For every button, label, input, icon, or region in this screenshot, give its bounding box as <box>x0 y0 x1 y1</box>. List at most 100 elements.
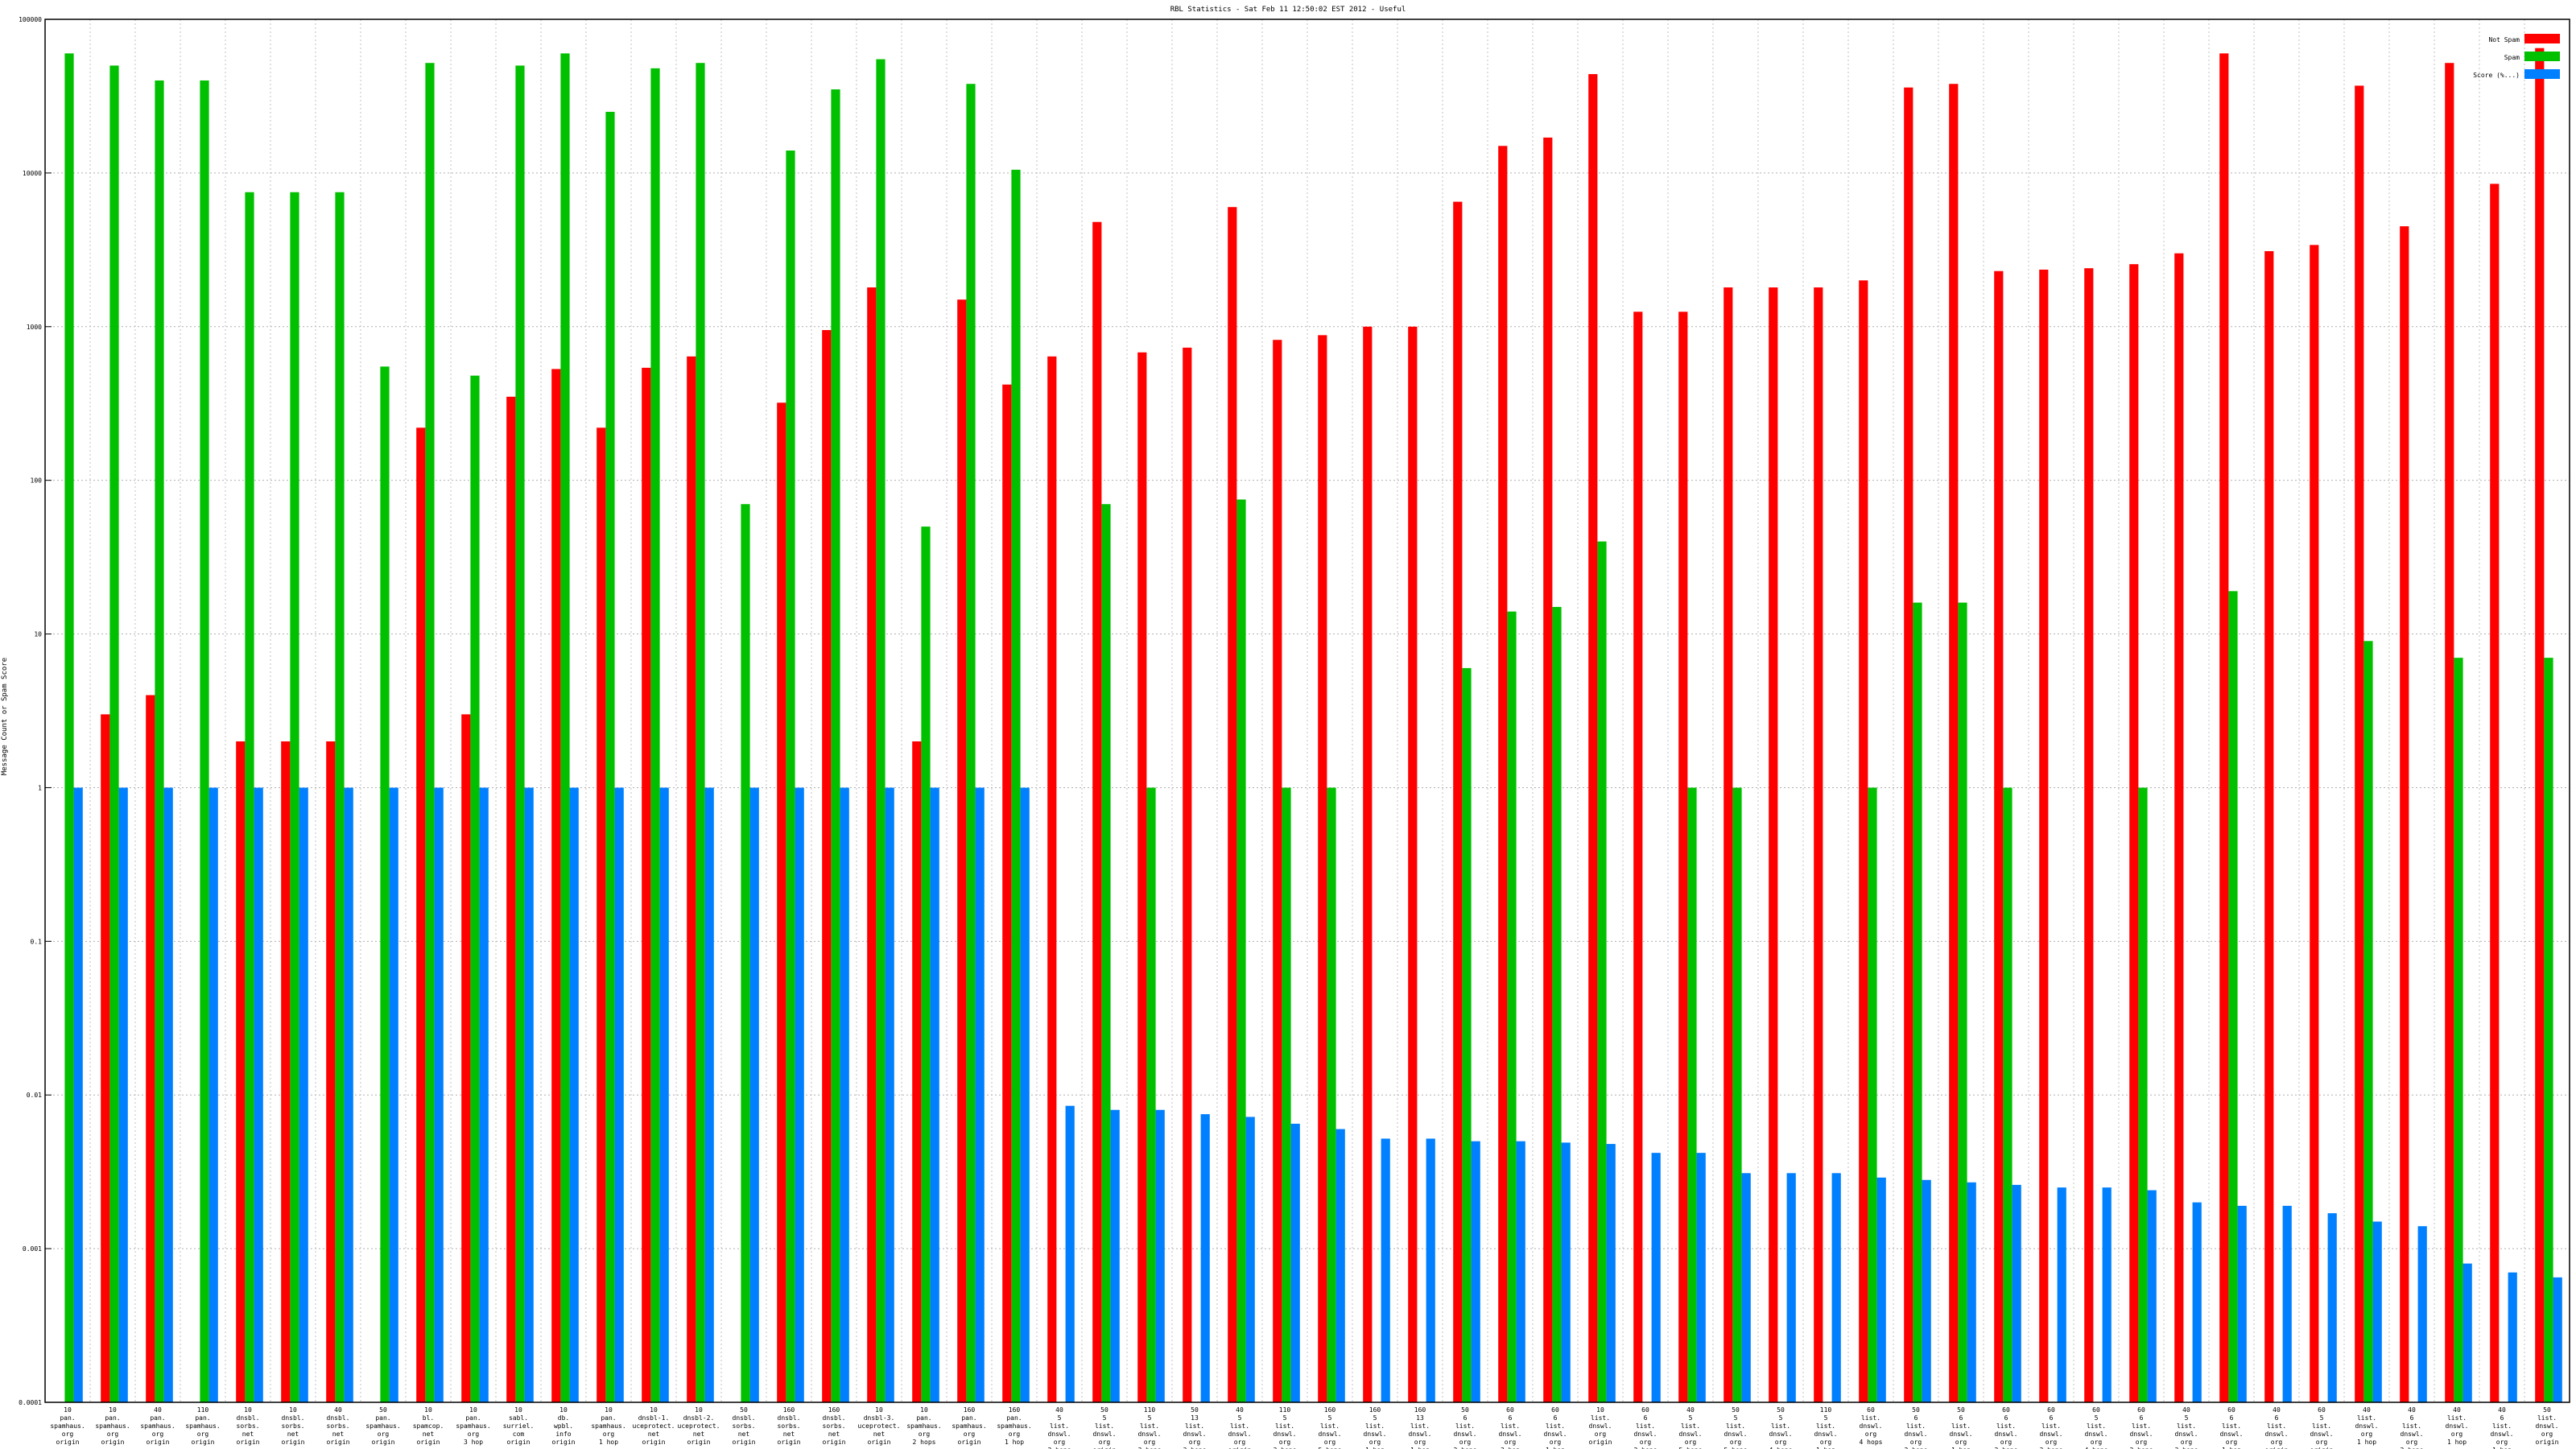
x-tick-label: 10 <box>605 1406 613 1414</box>
x-tick-label: 1 hop <box>1816 1447 1835 1449</box>
x-tick-label: net <box>242 1430 254 1438</box>
x-tick-label: 6 <box>1914 1414 1918 1422</box>
x-tick-label: origin <box>372 1439 395 1446</box>
x-tick-label: 50 <box>2543 1406 2551 1414</box>
legend: Not Spam Spam Score (%...) <box>2473 34 2560 79</box>
x-tick-label: dnsbl-3. <box>864 1414 895 1422</box>
bar-spam <box>605 111 615 1403</box>
x-tick-label: 50 <box>379 1406 387 1414</box>
bar-score <box>2417 1226 2427 1402</box>
x-tick-label: pan. <box>1006 1414 1022 1422</box>
x-tick-label: 3 hop <box>1501 1447 1520 1449</box>
x-tick-label: 160 <box>1324 1406 1336 1414</box>
x-tick-label: 5 <box>1689 1414 1693 1422</box>
x-tick-label: 2 hops <box>1454 1447 1477 1449</box>
x-tick-label: 10 <box>650 1406 658 1414</box>
x-tick-label: 3 hops <box>1183 1447 1207 1449</box>
x-tick-label: org <box>2181 1439 2193 1446</box>
x-tick-label: sorbs. <box>327 1422 350 1430</box>
bar-spam <box>1282 787 1291 1402</box>
x-tick-label: 40 <box>1055 1406 1063 1414</box>
x-tick-label: org <box>107 1430 119 1438</box>
x-tick-label: 2 hops <box>913 1439 936 1446</box>
bar-not-spam <box>506 396 516 1403</box>
x-tick-label: 10 <box>875 1406 883 1414</box>
x-tick-label: dnsbl-2. <box>683 1414 715 1422</box>
x-tick-label: list. <box>1140 1422 1159 1430</box>
bar-not-spam <box>2039 269 2049 1402</box>
x-tick-label: 10 <box>514 1406 522 1414</box>
x-tick-label: 160 <box>1369 1406 1381 1414</box>
x-tick-label: origin <box>327 1439 350 1446</box>
x-tick-label: dnswl. <box>1409 1430 1432 1438</box>
x-tick-label: 4 hops <box>2085 1447 2108 1449</box>
x-tick-label: org <box>2226 1439 2238 1446</box>
x-tick-label: 50 <box>1777 1406 1785 1414</box>
bar-not-spam <box>912 741 922 1402</box>
x-tick-label: 40 <box>334 1406 342 1414</box>
x-tick-label: sabl. <box>509 1414 528 1422</box>
x-tick-label: list. <box>2267 1422 2286 1430</box>
x-tick-label: origin <box>192 1439 215 1446</box>
x-tick-label: origin <box>507 1439 530 1446</box>
x-tick-label: 1 hop <box>2222 1447 2241 1449</box>
x-tick-label: net <box>332 1430 345 1438</box>
bar-spam <box>2544 658 2553 1402</box>
bar-not-spam <box>1408 326 1418 1402</box>
bar-score <box>840 787 849 1402</box>
x-tick-label: 50 <box>1957 1406 1965 1414</box>
bar-spam <box>1462 667 1472 1402</box>
x-tick-label: list. <box>1455 1422 1475 1430</box>
bar-not-spam <box>1498 146 1508 1402</box>
legend-swatch <box>2524 34 2560 43</box>
y-tick-label: 0.001 <box>23 1245 42 1253</box>
x-tick-label: net <box>648 1430 660 1438</box>
bar-spam <box>1958 602 1967 1402</box>
x-tick-label: origin <box>823 1439 846 1446</box>
x-tick-label: org <box>1550 1439 1562 1446</box>
y-tick-label: 100 <box>31 477 43 485</box>
bar-spam <box>560 53 570 1402</box>
x-tick-label: list. <box>2177 1422 2196 1430</box>
x-tick-label: 50 <box>1461 1406 1469 1414</box>
x-tick-label: spamhaus. <box>50 1422 85 1430</box>
x-tick-label: 1 hop <box>2492 1447 2512 1449</box>
bar-score <box>1831 1173 1841 1402</box>
x-tick-label: 10 <box>695 1406 703 1414</box>
x-tick-label: dnswl. <box>1769 1430 1793 1438</box>
bar-score <box>208 787 218 1402</box>
y-tick-label: 10 <box>34 631 42 638</box>
bar-spam <box>1868 787 1877 1402</box>
x-tick-label: origin <box>56 1439 80 1446</box>
x-tick-label: spamhaus. <box>95 1422 130 1430</box>
x-tick-label: dnswl. <box>1634 1430 1657 1438</box>
x-tick-label: 40 <box>2182 1406 2190 1414</box>
bar-spam <box>515 65 525 1403</box>
x-tick-label: list. <box>2357 1414 2376 1422</box>
x-tick-label: 5 <box>1734 1414 1738 1422</box>
x-tick-label: pan. <box>465 1414 481 1422</box>
x-tick-label: 5 <box>1824 1414 1828 1422</box>
x-tick-label: list. <box>1320 1422 1340 1430</box>
x-tick-label: org <box>603 1430 615 1438</box>
x-tick-label: 50 <box>1912 1406 1920 1414</box>
x-tick-label: origin <box>237 1439 260 1446</box>
x-tick-label: 3 hops <box>1274 1447 1297 1449</box>
bar-not-spam <box>2129 264 2139 1402</box>
x-tick-label: 160 <box>1009 1406 1021 1414</box>
x-tick-label: dnswl. <box>1860 1422 1883 1430</box>
x-tick-label: 10 <box>1596 1406 1604 1414</box>
x-tick-label: 5 <box>1103 1414 1107 1422</box>
bar-not-spam <box>1904 87 1913 1403</box>
x-tick-label: dnswl. <box>2355 1422 2379 1430</box>
x-tick-label: dnsbl. <box>237 1414 260 1422</box>
bar-score <box>1020 787 1030 1402</box>
x-tick-label: list. <box>1681 1422 1700 1430</box>
x-tick-label: pan. <box>601 1414 616 1422</box>
x-tick-label: 4 hops <box>1769 1447 1793 1449</box>
x-tick-label: origin <box>778 1439 801 1446</box>
x-tick-label: 6 <box>2500 1414 2504 1422</box>
y-tick-label: 1000 <box>27 324 42 331</box>
bar-score <box>2282 1205 2292 1402</box>
x-tick-label: list. <box>1636 1422 1655 1430</box>
